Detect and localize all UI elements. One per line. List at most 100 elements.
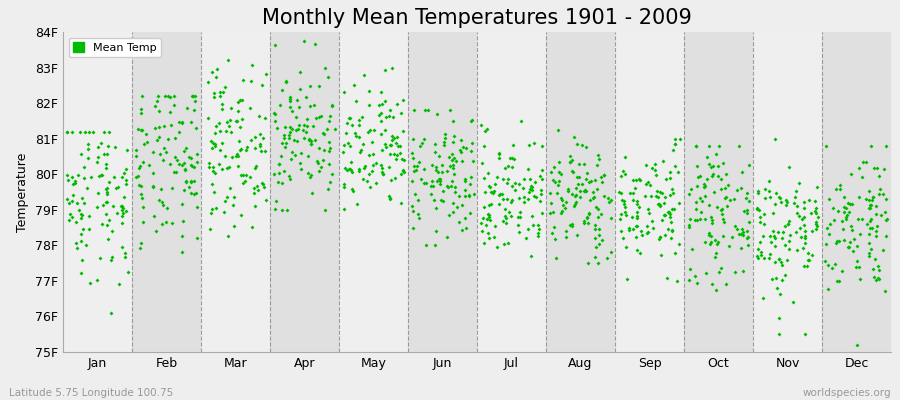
Point	[617, 201, 632, 207]
Point	[839, 205, 853, 212]
Point	[79, 242, 94, 248]
Point	[151, 108, 166, 114]
Point	[860, 220, 874, 227]
Point	[842, 200, 856, 206]
Point	[712, 269, 726, 275]
Point	[774, 198, 788, 205]
Point	[417, 136, 431, 142]
Point	[418, 107, 432, 114]
Point	[378, 141, 392, 147]
Point	[428, 149, 442, 155]
Point	[388, 174, 402, 181]
Point	[842, 209, 857, 216]
Bar	[408, 32, 477, 352]
Point	[386, 114, 400, 120]
Point	[177, 187, 192, 193]
Point	[688, 273, 702, 279]
Point	[442, 154, 456, 160]
Point	[140, 131, 154, 137]
Point	[866, 266, 880, 272]
Point	[558, 205, 572, 212]
Point	[593, 211, 608, 218]
Point	[255, 179, 269, 186]
Point	[535, 143, 549, 150]
Point	[300, 116, 314, 122]
Point	[626, 197, 640, 203]
Point	[564, 157, 579, 163]
Point	[591, 226, 606, 232]
Point	[772, 255, 787, 262]
Point	[667, 141, 681, 147]
Point	[268, 118, 283, 124]
Point	[793, 225, 807, 231]
Point	[79, 185, 94, 191]
Point	[521, 165, 535, 172]
Point	[82, 213, 96, 219]
Point	[253, 141, 267, 147]
Point	[629, 223, 643, 230]
Point	[75, 215, 89, 221]
Point	[431, 169, 446, 175]
Point	[843, 171, 858, 178]
Point	[207, 189, 221, 195]
Point	[101, 142, 115, 149]
Point	[719, 281, 733, 287]
Point	[342, 166, 356, 172]
Point	[488, 180, 502, 187]
Point	[497, 240, 511, 247]
Point	[272, 169, 286, 176]
Point	[550, 190, 564, 196]
Point	[207, 141, 221, 148]
Point	[877, 190, 891, 197]
Point	[303, 174, 318, 180]
Point	[347, 130, 362, 136]
Point	[78, 128, 93, 135]
Point	[652, 202, 667, 209]
Point	[151, 197, 166, 203]
Point	[382, 113, 396, 120]
Point	[446, 138, 461, 145]
Point	[663, 168, 678, 175]
Point	[863, 202, 878, 208]
Point	[184, 163, 199, 169]
Point	[393, 200, 408, 206]
Point	[435, 168, 449, 175]
Point	[761, 177, 776, 184]
Point	[735, 268, 750, 274]
Point	[706, 163, 720, 169]
Point	[568, 193, 582, 200]
Point	[862, 218, 877, 224]
Point	[407, 107, 421, 114]
Point	[356, 176, 370, 182]
Point	[862, 205, 877, 211]
Point	[768, 201, 782, 208]
Point	[98, 199, 112, 206]
Point	[563, 159, 578, 165]
Point	[719, 194, 733, 200]
Point	[837, 194, 851, 200]
Point	[580, 214, 594, 220]
Point	[626, 226, 641, 232]
Point	[506, 142, 520, 148]
Point	[71, 172, 86, 178]
Point	[690, 217, 705, 224]
Point	[765, 276, 779, 282]
Point	[795, 216, 809, 222]
Point	[855, 216, 869, 223]
Point	[99, 211, 113, 217]
Point	[395, 156, 410, 162]
Point	[546, 209, 561, 216]
Point	[604, 197, 618, 203]
Point	[753, 239, 768, 245]
Point	[780, 198, 795, 205]
Point	[688, 217, 702, 223]
Point	[248, 202, 263, 209]
Point	[230, 163, 245, 170]
Point	[742, 234, 756, 240]
Point	[248, 145, 262, 151]
Point	[351, 165, 365, 172]
Point	[374, 131, 388, 137]
Point	[772, 194, 787, 201]
Point	[648, 160, 662, 167]
Point	[668, 163, 682, 170]
